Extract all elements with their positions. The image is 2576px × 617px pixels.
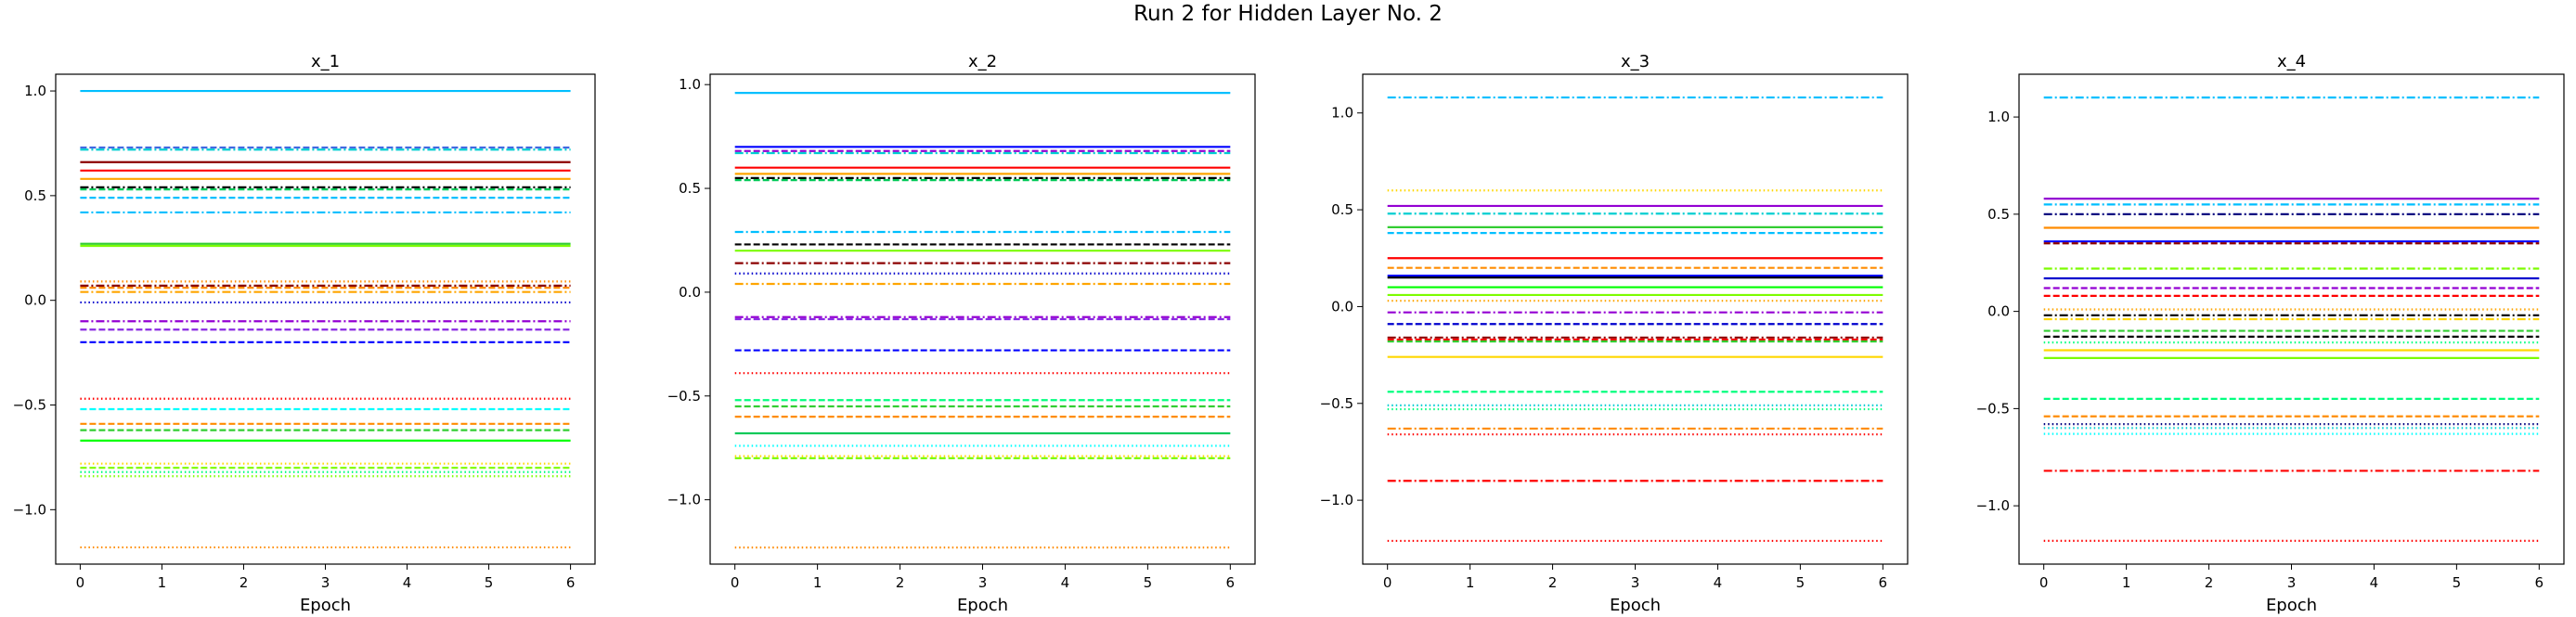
x-tick-label: 1: [1466, 574, 1475, 591]
y-tick-label: 1.0: [1331, 105, 1353, 122]
y-tick-label: 0.5: [1987, 206, 2010, 223]
x-tick-label: 5: [485, 574, 494, 591]
y-tick-label: 0.5: [24, 187, 46, 204]
y-tick-label: 0.5: [679, 180, 701, 197]
y-tick-label: −0.5: [1976, 400, 2010, 417]
x-tick-label: 3: [1631, 574, 1640, 591]
subplot-title: x_3: [1621, 52, 1650, 71]
subplot-2: 0 1 2 3 4 5 6 −1.0 −0.5 0.0 0.5 1.0 x_2 Epoch: [667, 52, 1256, 615]
x-tick-label: 5: [2453, 574, 2462, 591]
y-tick-label: −0.5: [13, 397, 46, 414]
x-tick-label: 3: [2287, 574, 2297, 591]
x-axis-label: Epoch: [1610, 596, 1661, 615]
x-axis-label: Epoch: [2266, 596, 2317, 615]
y-tick-label: −1.0: [1320, 492, 1353, 508]
x-tick-label: 0: [2039, 574, 2049, 591]
y-tick-label: 1.0: [1987, 109, 2010, 125]
x-axis-label: Epoch: [957, 596, 1008, 615]
subplot-title: x_1: [311, 52, 340, 71]
subplot-title: x_4: [2277, 52, 2306, 71]
x-tick-label: 1: [2122, 574, 2131, 591]
subplot-3: 0 1 2 3 4 5 6 −1.0 −0.5 0.0 0.5 1.0 x_3 Epoch: [1320, 52, 1909, 615]
x-tick-label: 5: [1144, 574, 1153, 591]
x-tick-label: 3: [321, 574, 330, 591]
x-tick-label: 0: [1383, 574, 1392, 591]
y-tick-label: −0.5: [667, 388, 701, 405]
x-tick-label: 5: [1796, 574, 1806, 591]
y-tick-label: 0.0: [1331, 298, 1353, 315]
x-tick-label: 4: [1061, 574, 1070, 591]
figure-title: Run 2 for Hidden Layer No. 2: [1133, 2, 1443, 26]
y-tick-label: −1.0: [1976, 497, 2010, 514]
x-tick-label: 3: [978, 574, 988, 591]
x-tick-label: 0: [76, 574, 85, 591]
x-tick-label: 4: [403, 574, 412, 591]
x-tick-label: 4: [2370, 574, 2379, 591]
x-tick-label: 2: [2205, 574, 2214, 591]
y-tick-label: 0.0: [1987, 303, 2010, 320]
x-axis-label: Epoch: [300, 596, 351, 615]
x-tick-label: 2: [239, 574, 249, 591]
x-tick-label: 6: [1226, 574, 1236, 591]
x-tick-label: 1: [158, 574, 167, 591]
subplot-title: x_2: [968, 52, 997, 71]
y-tick-label: 1.0: [679, 76, 701, 93]
y-tick-label: 0.5: [1331, 201, 1353, 218]
subplot-4: 0 1 2 3 4 5 6 −1.0 −0.5 0.0 0.5 1.0 x_4 Epoch: [1976, 52, 2565, 615]
x-tick-label: 6: [566, 574, 576, 591]
plot-frame: [1362, 73, 1909, 565]
x-tick-label: 2: [1548, 574, 1558, 591]
y-tick-label: −1.0: [13, 501, 46, 518]
y-tick-label: 0.0: [24, 292, 46, 309]
x-tick-label: 2: [896, 574, 905, 591]
x-tick-label: 1: [813, 574, 822, 591]
y-tick-label: −1.0: [667, 492, 701, 508]
subplot-1: 0 1 2 3 4 5 6 −1.0 −0.5 0.0 0.5 1.0 x_1 Epoch: [13, 52, 596, 615]
x-tick-label: 0: [731, 574, 740, 591]
y-tick-label: −0.5: [1320, 395, 1353, 412]
y-tick-label: 0.0: [679, 284, 701, 301]
x-tick-label: 4: [1714, 574, 1723, 591]
x-tick-label: 6: [1879, 574, 1888, 591]
x-tick-label: 6: [2535, 574, 2544, 591]
y-tick-label: 1.0: [24, 83, 46, 99]
